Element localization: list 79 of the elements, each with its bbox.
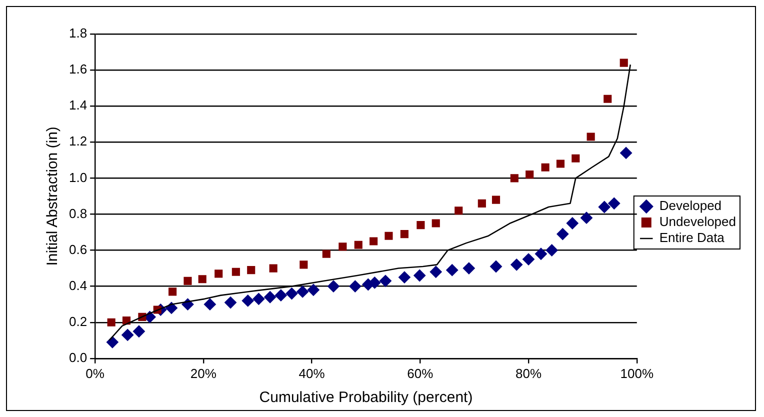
point [534, 248, 547, 260]
point [416, 221, 425, 230]
point [546, 244, 558, 256]
y-tick-label: 0.0 [68, 350, 88, 365]
point [252, 292, 265, 305]
point [214, 270, 223, 278]
point [264, 291, 276, 304]
point [122, 328, 134, 341]
point [620, 58, 628, 67]
point [349, 280, 362, 292]
point [370, 237, 378, 246]
x-tick-label: 80% [516, 366, 542, 381]
point [541, 163, 550, 172]
point [432, 219, 440, 228]
point [296, 286, 309, 298]
point [398, 271, 410, 284]
point [620, 146, 632, 159]
point [510, 174, 518, 182]
point [338, 242, 347, 251]
point [400, 230, 408, 238]
point [586, 132, 595, 141]
point [307, 284, 320, 296]
point [490, 260, 502, 272]
point [608, 197, 620, 210]
point [510, 258, 523, 271]
point [327, 280, 340, 292]
point [598, 201, 610, 214]
point [492, 196, 500, 204]
y-tick-label: 0.2 [68, 314, 88, 329]
legend-label: Entire Data [659, 230, 726, 246]
y-tick-label: 0.6 [68, 242, 88, 257]
x-tick-label: 0% [86, 366, 105, 381]
x-tick-label: 100% [620, 366, 654, 381]
x-tick-label: 60% [407, 366, 434, 381]
point [580, 212, 592, 224]
point [384, 232, 393, 240]
point [522, 253, 535, 266]
point [242, 294, 254, 307]
point [526, 170, 534, 179]
point [566, 217, 578, 230]
point [414, 270, 426, 282]
point [478, 199, 486, 208]
point [184, 276, 192, 285]
point [232, 268, 240, 276]
point [107, 318, 116, 326]
point [430, 266, 442, 278]
y-tick-label: 0.4 [68, 278, 88, 293]
point [354, 240, 362, 249]
point [204, 298, 216, 310]
point [247, 266, 256, 274]
point [462, 262, 475, 274]
point [446, 264, 458, 276]
y-tick-label: 1.4 [68, 98, 88, 113]
x-tick-label: 20% [190, 366, 217, 381]
point [132, 325, 145, 338]
legend-label: Developed [659, 198, 722, 214]
point [604, 94, 612, 103]
y-tick-label: 0.8 [68, 206, 88, 221]
y-tick-label: 1.6 [68, 62, 88, 77]
point [224, 296, 237, 309]
point [274, 289, 287, 302]
point [198, 275, 206, 284]
y-tick-label: 1.0 [68, 170, 88, 185]
point [454, 206, 463, 215]
y-tick-label: 1.2 [68, 134, 88, 149]
point [300, 260, 308, 269]
point [556, 160, 565, 168]
point [322, 250, 330, 258]
x-tick-label: 40% [298, 366, 326, 381]
point [286, 288, 298, 300]
x-axis-title: Cumulative Probability (percent) [259, 389, 473, 406]
point [379, 274, 392, 287]
point [556, 228, 569, 240]
point [269, 264, 278, 272]
point [572, 154, 580, 162]
legend-label: Undeveloped [659, 214, 736, 230]
point [168, 288, 177, 296]
y-tick-label: 1.8 [68, 26, 88, 41]
y-axis-title: Initial Abstraction (in) [44, 126, 62, 266]
